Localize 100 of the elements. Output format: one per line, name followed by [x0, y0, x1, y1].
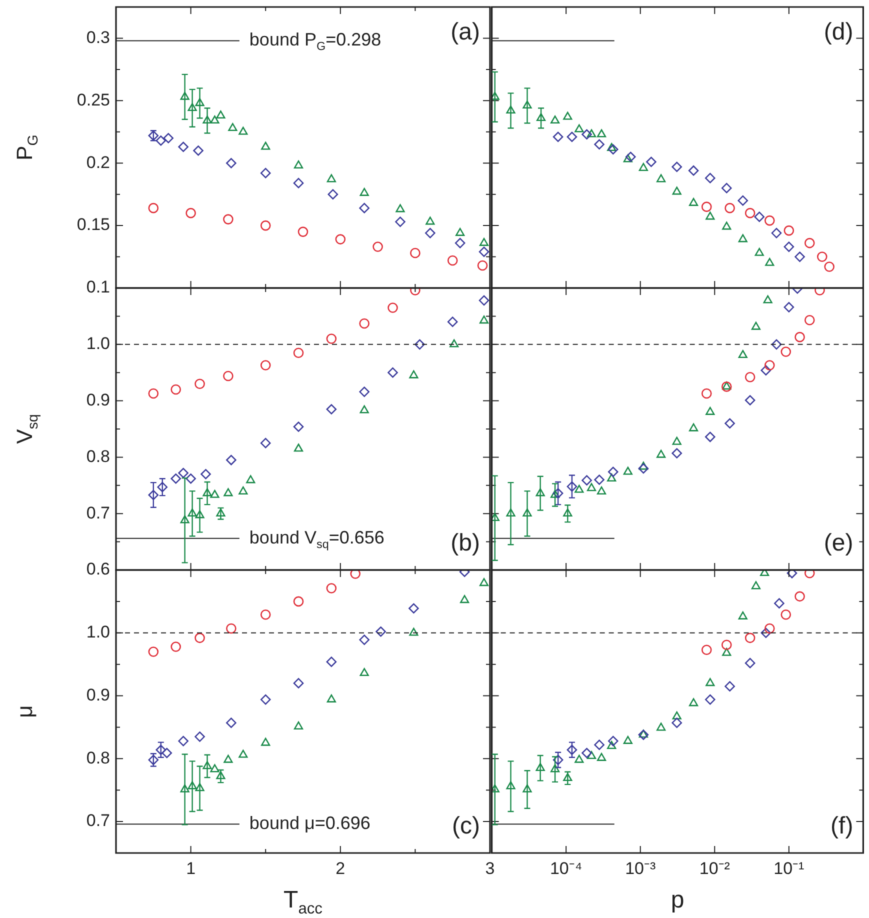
x-tick-label: 10⁻² — [699, 858, 730, 878]
point — [479, 578, 489, 586]
y-axis-title: μ — [12, 705, 38, 718]
point — [298, 226, 308, 237]
point — [372, 242, 383, 252]
x-tick-label: 10⁻⁴ — [550, 858, 582, 878]
point — [202, 116, 212, 124]
y-axis-title: Vsq — [12, 414, 42, 444]
point — [261, 142, 270, 150]
annotation: (a) — [450, 18, 480, 46]
annotation: (f) — [830, 812, 854, 840]
point — [188, 781, 197, 790]
point — [261, 738, 270, 746]
point — [216, 508, 226, 516]
point — [409, 370, 418, 378]
point — [260, 438, 271, 448]
point — [202, 761, 212, 770]
point — [479, 316, 489, 324]
point — [326, 656, 337, 667]
y-tick-label: 0.6 — [86, 560, 110, 579]
point — [195, 98, 204, 106]
point — [157, 482, 168, 492]
point — [326, 174, 336, 182]
point — [326, 334, 337, 344]
point — [360, 188, 369, 196]
y-tick-label: 1.0 — [86, 622, 110, 642]
point — [228, 122, 238, 132]
point — [238, 750, 248, 758]
point — [293, 596, 304, 607]
x-axis-title: p — [670, 886, 684, 914]
point — [410, 248, 420, 258]
y-tick-label: 0.8 — [86, 446, 110, 466]
point — [194, 378, 205, 390]
point — [260, 610, 271, 620]
point — [200, 468, 211, 480]
point — [170, 384, 181, 395]
point — [180, 515, 190, 524]
point — [388, 367, 398, 378]
point — [260, 360, 271, 370]
y-tick-label: 0.3 — [86, 28, 110, 47]
y-tick-label: 0.7 — [86, 811, 110, 830]
point — [350, 570, 361, 579]
point — [456, 228, 465, 236]
point — [238, 486, 248, 495]
point — [326, 583, 337, 594]
point — [188, 103, 197, 112]
point — [194, 632, 205, 644]
y-tick-label: 0.7 — [86, 503, 110, 522]
point — [195, 783, 204, 792]
point — [226, 158, 236, 168]
point — [195, 510, 204, 518]
point — [193, 145, 204, 156]
point — [210, 490, 220, 498]
point — [148, 388, 159, 399]
point — [388, 302, 398, 313]
point — [180, 784, 190, 792]
y-tick-label: 0.1 — [86, 278, 110, 297]
point — [478, 295, 490, 306]
point — [216, 771, 226, 780]
point — [478, 246, 490, 257]
point — [460, 595, 470, 604]
point — [226, 454, 236, 466]
point — [359, 318, 370, 329]
point — [188, 508, 197, 516]
y-tick-label: 0.9 — [86, 390, 110, 410]
point — [447, 255, 458, 266]
point — [328, 189, 338, 200]
point — [246, 475, 256, 484]
ref-line-label: bound μ=0.696 — [249, 813, 370, 834]
point — [186, 473, 196, 484]
point — [178, 142, 188, 152]
point — [396, 204, 405, 212]
point — [162, 748, 172, 758]
point — [395, 216, 406, 227]
point — [223, 370, 234, 382]
point — [260, 168, 271, 178]
point — [454, 238, 466, 248]
point — [293, 678, 304, 688]
point — [335, 234, 346, 244]
point — [293, 348, 304, 358]
annotation: (c) — [452, 812, 480, 840]
annotation: (d) — [824, 18, 854, 46]
point — [425, 228, 436, 238]
point — [148, 202, 159, 214]
x-tick-label: 10⁻¹ — [774, 858, 805, 878]
point — [447, 316, 458, 327]
point — [260, 694, 271, 705]
y-axis-title: PG — [12, 134, 42, 160]
point — [260, 220, 271, 231]
y-tick-label: 0.15 — [76, 215, 110, 234]
point — [210, 116, 220, 124]
point — [186, 208, 196, 218]
point — [293, 178, 304, 188]
point — [359, 386, 370, 397]
point — [293, 422, 304, 432]
point — [294, 444, 304, 452]
point — [226, 718, 236, 728]
point — [178, 736, 188, 746]
point — [163, 132, 174, 144]
point — [170, 642, 181, 652]
